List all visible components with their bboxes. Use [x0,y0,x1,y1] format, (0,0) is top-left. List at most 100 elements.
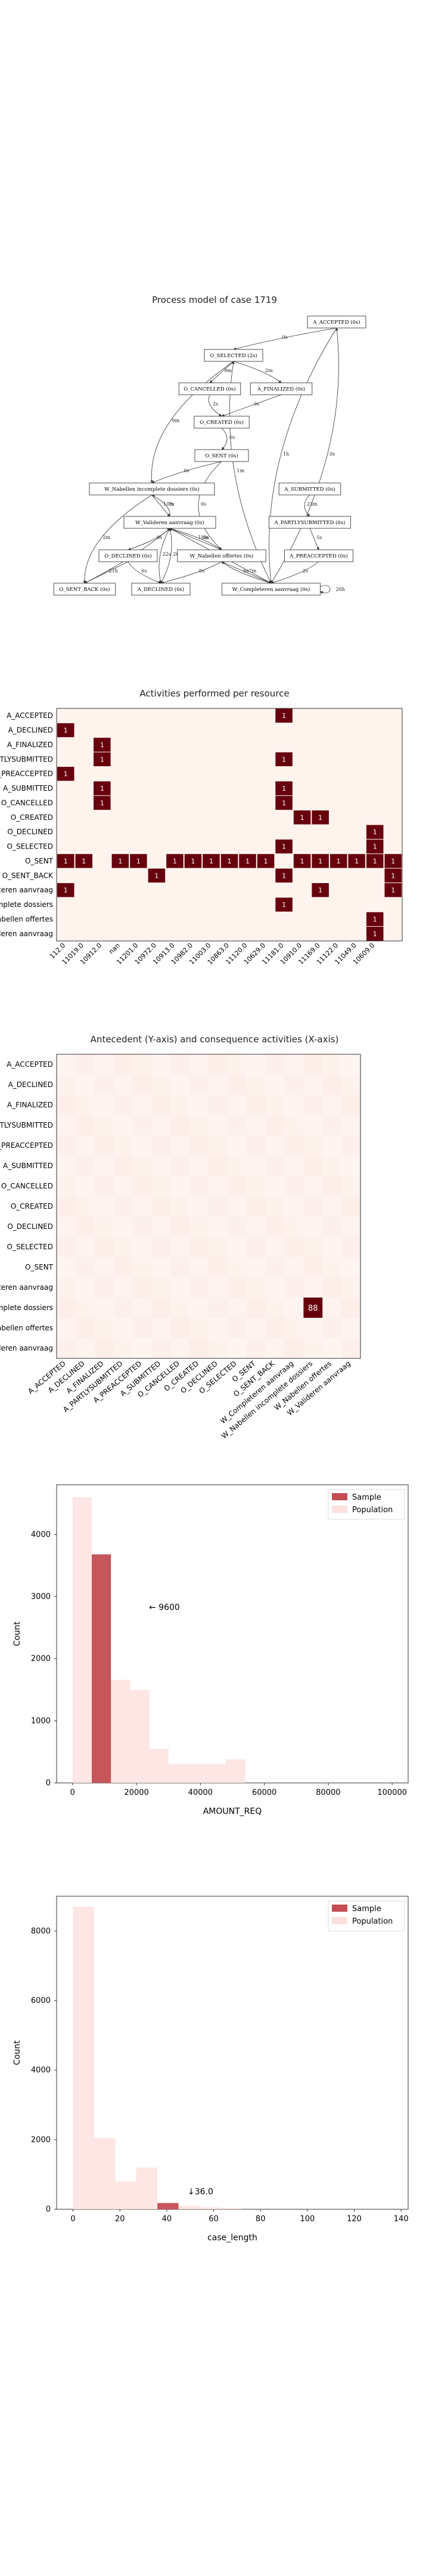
heatmap-cell [76,1298,95,1318]
heatmap-row-label: W_Completeren aanvraag [0,886,53,894]
heatmap-cell [266,1095,285,1115]
heatmap-cell [170,1257,189,1277]
process-node-box [89,482,215,496]
heatmap-cell [275,897,293,912]
heatmap-cell [151,1156,170,1176]
heatmap-cell [246,1095,266,1115]
heatmap-cell [113,1257,133,1277]
process-edge [271,327,339,584]
heatmap-cell [384,883,402,897]
process-edge-label: 23m [307,501,318,507]
heatmap-row-label: O_SENT [25,1263,54,1271]
process-edge [151,494,170,517]
heatmap-cell [341,1338,360,1358]
heatmap-cell [285,1318,304,1338]
heatmap-cell-value: 1 [318,814,322,822]
process-edge-label: 2s [303,568,308,574]
heatmap-row-label: A_SUBMITTED [3,1162,53,1170]
heatmap-cell [341,1318,360,1338]
heatmap-cell [189,1338,209,1358]
legend-label: Sample [352,1905,381,1914]
process-edge [198,461,222,550]
process-model-title: Process model of case 1719 [152,295,277,305]
heatmap-cell [94,1237,114,1257]
heatmap-cell [384,868,402,883]
heatmap-cell [265,1216,285,1237]
heatmap-cell [366,854,384,868]
heatmap-cell [189,1156,209,1176]
heatmap-cell [189,1237,209,1257]
heatmap-cell [293,810,311,825]
process-edge-label: 0s [329,451,335,457]
heatmap-cell [341,1277,360,1298]
resource-heatmap-panel: Activities performed per resource A_ACCE… [0,680,429,1014]
heatmap-cell [189,1075,209,1095]
process-edge [84,561,129,584]
population-bar [73,1906,94,2209]
heatmap-cell [285,1216,304,1237]
heatmap-row-label: W_Valideren aanvraag [0,930,53,938]
heatmap-cell [94,738,111,752]
process-edge-label: 9m [224,368,232,373]
heatmap-cell [189,1115,209,1135]
heatmap-cell [312,854,329,868]
heatmap-cell [228,1135,247,1156]
heatmap-cell [151,1338,170,1358]
heatmap-cell [57,1298,76,1318]
heatmap-cell [341,1075,360,1095]
heatmap-cell [228,1156,247,1176]
heatmap-row-label: W_Nabellen offertes [0,1324,53,1332]
legend-label: Population [352,1917,393,1926]
heatmap-cell [247,1277,266,1298]
process-edge [233,361,282,383]
heatmap-cell [322,1075,342,1095]
process-node-label: O_CREATED (0s) [200,419,244,426]
process-node-box [123,516,216,529]
process-edge [158,528,170,584]
process-edge-label: 21h [109,568,118,574]
heatmap-cell-value: 1 [300,814,304,822]
heatmap-cell [75,1115,95,1135]
process-edge-label: 5s [204,535,209,540]
heatmap-cell [209,1115,228,1135]
heatmap-row-label: A_ACCEPTED [7,711,53,720]
process-edge-label: 0s [157,535,162,540]
process-edge-label: 18m [198,535,209,540]
heatmap-cell [57,1318,76,1338]
heatmap-cell [114,1115,133,1135]
heatmap-cell [170,1054,189,1075]
heatmap-cell [322,1156,341,1176]
heatmap-cell-value: 1 [337,857,341,865]
heatmap-cell [57,1054,76,1075]
y-axis-label: Count [13,2040,22,2065]
heatmap-cell [266,1176,285,1196]
legend-label: Population [352,1506,393,1515]
heatmap-cell-value: 1 [373,857,377,865]
heatmap-cell [247,1176,266,1196]
heatmap-cell [341,1237,360,1257]
heatmap-cell [266,1277,285,1298]
x-axis-label: case_length [207,2233,257,2243]
heatmap-cell [366,927,384,941]
heatmap-cell [209,1237,228,1257]
heatmap-cell-value: 1 [191,857,195,865]
population-bar [168,1764,188,1783]
heatmap-cell [275,752,293,766]
heatmap-cell-value: 1 [100,785,104,792]
heatmap-cell-value: 1 [82,857,86,865]
heatmap-cell [303,1216,322,1237]
population-bar [115,2181,136,2209]
heatmap-cell [95,1196,114,1216]
heatmap-cell [366,839,384,854]
heatmap-row-label: W_Nabellen incomplete dossiers [0,1304,53,1312]
heatmap-cell [285,1176,304,1196]
process-edge [169,528,222,550]
heatmap-cell [341,1216,360,1237]
heatmap-cell [57,854,74,868]
x-tick-label: 80000 [316,1788,340,1797]
heatmap-cell [76,1277,95,1298]
y-tick-label: 4000 [31,2066,51,2075]
heatmap-cell [209,1176,228,1196]
heatmap-cell [189,1196,209,1216]
heatmap-cell [265,1318,285,1338]
